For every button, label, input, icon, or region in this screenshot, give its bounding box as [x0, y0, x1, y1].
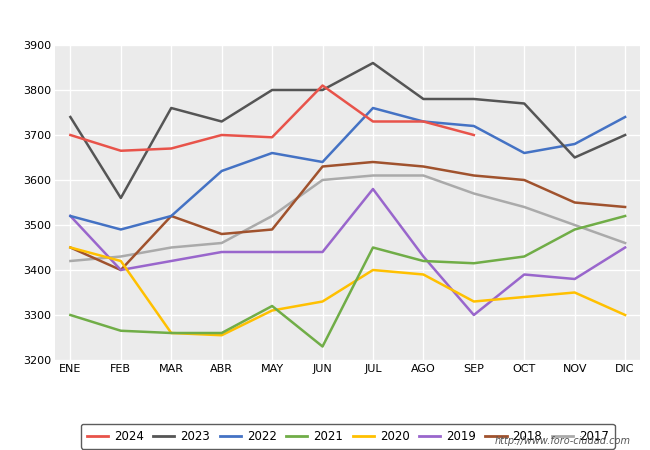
Text: Afiliados en Jerez de los Caballeros a 30/9/2024: Afiliados en Jerez de los Caballeros a 3…: [143, 9, 507, 24]
Legend: 2024, 2023, 2022, 2021, 2020, 2019, 2018, 2017: 2024, 2023, 2022, 2021, 2020, 2019, 2018…: [81, 424, 615, 449]
Text: http://www.foro-ciudad.com: http://www.foro-ciudad.com: [495, 436, 630, 446]
